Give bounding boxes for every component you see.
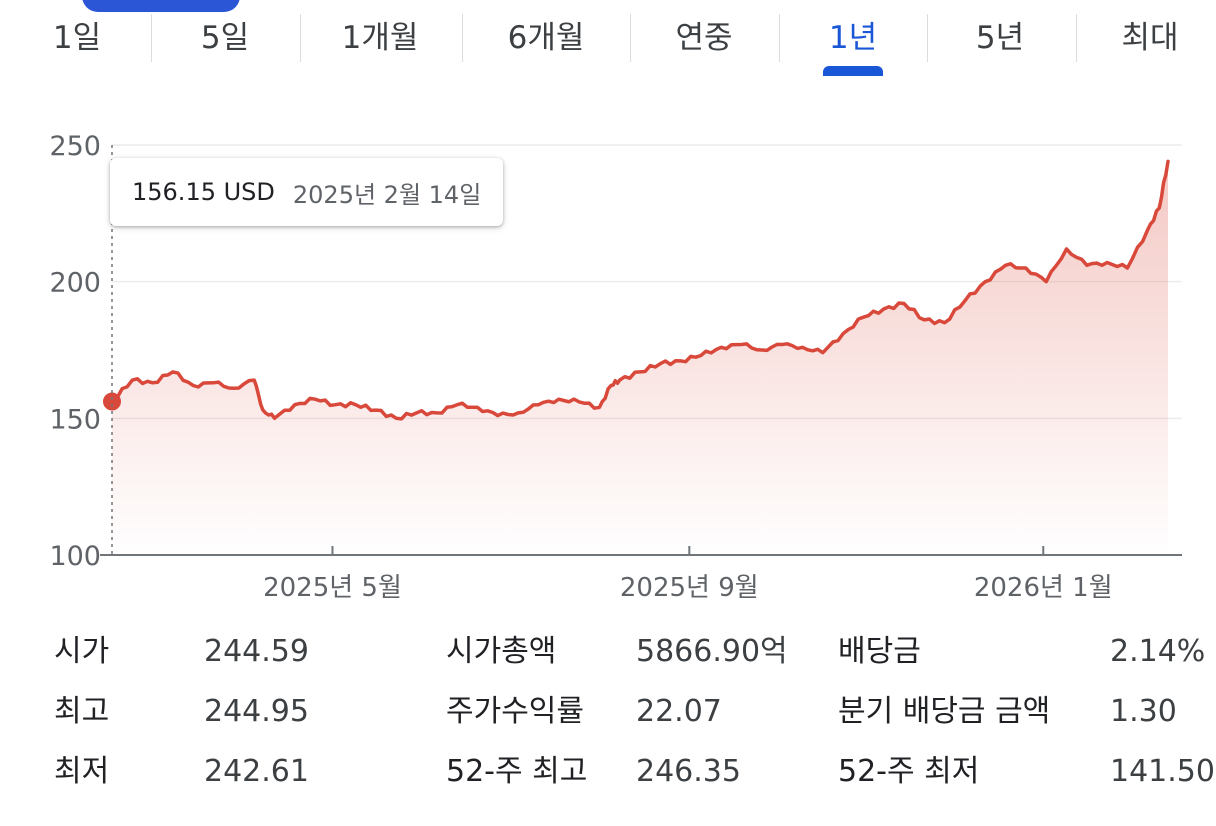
stat-label: 최고 (54, 694, 110, 729)
tab-divider (300, 14, 301, 62)
tab-divider (927, 14, 928, 62)
tab-divider (151, 14, 152, 62)
range-tab-label: 1일 (52, 20, 102, 56)
stat-value: 2.14% (1110, 634, 1206, 669)
stat-label: 52-주 최고 (446, 754, 588, 789)
range-tab-7[interactable]: 최대 (1080, 0, 1216, 80)
y-tick-label: 200 (49, 268, 101, 299)
range-tab-label: 1년 (828, 20, 878, 56)
range-tab-3[interactable]: 6개월 (476, 0, 616, 80)
x-tick-label: 2025년 9월 (620, 573, 759, 603)
chart-area-layer (103, 159, 1170, 555)
x-tick-label: 2025년 5월 (263, 573, 402, 603)
highlighted-point-marker (103, 392, 121, 411)
chart-labels: 100 150 200 250 2025년 5월 2025년 9월 2026년 1월 (49, 131, 1112, 603)
range-tab-label: 5일 (200, 20, 250, 56)
y-tick-label: 100 (49, 541, 101, 572)
range-tab-1[interactable]: 5일 (155, 0, 295, 80)
range-tab-4[interactable]: 연중 (634, 0, 774, 80)
x-tick-label: 2026년 1월 (974, 573, 1113, 603)
tab-divider (630, 14, 631, 62)
stat-label: 52-주 최저 (838, 754, 980, 789)
chart-tooltip: 156.15 USD 2025년 2월 14일 (110, 158, 504, 226)
tab-divider (1076, 14, 1077, 62)
range-tab-label: 최대 (1121, 20, 1179, 56)
range-tab-label: 1개월 (341, 20, 419, 56)
chart-axes (100, 145, 1182, 556)
tooltip-date: 2025년 2월 14일 (292, 180, 482, 209)
stat-label: 최저 (54, 754, 110, 789)
range-tab-label: 6개월 (507, 20, 585, 56)
stat-value: 141.50 (1110, 754, 1215, 789)
stat-value: 244.95 (204, 694, 309, 729)
range-tab-6[interactable]: 5년 (930, 0, 1070, 80)
range-tab-0[interactable]: 1일 (7, 0, 147, 80)
y-tick-label: 150 (49, 404, 101, 435)
stat-value: 1.30 (1110, 694, 1177, 729)
price-chart[interactable]: 100 150 200 250 2025년 5월 2025년 9월 2026년 1월 (0, 0, 1216, 626)
stat-value: 5866.90억 (636, 634, 788, 669)
range-tab-label: 5년 (975, 20, 1025, 56)
stat-value: 246.35 (636, 754, 741, 789)
stat-label: 분기 배당금 금액 (838, 694, 1051, 729)
stat-value: 22.07 (636, 694, 722, 729)
range-tab-5[interactable]: 1년 (783, 0, 923, 80)
range-tab-label: 연중 (675, 20, 733, 56)
tab-divider (779, 14, 780, 62)
series-line (110, 159, 1170, 421)
tooltip-price: 156.15 USD (132, 178, 275, 206)
selected-pill (82, 0, 240, 12)
stat-label: 주가수익률 (446, 694, 584, 729)
stat-value: 242.61 (204, 754, 309, 789)
y-tick-label: 250 (49, 131, 101, 162)
stat-value: 244.59 (204, 634, 309, 669)
stat-label: 시가총액 (446, 634, 557, 669)
stat-label: 시가 (54, 634, 110, 669)
tab-divider (462, 14, 463, 62)
range-tabs: 1일 5일 1개월 6개월 연중 1년 5년 최대 (0, 0, 1216, 80)
range-tab-2[interactable]: 1개월 (310, 0, 450, 80)
stat-label: 배당금 (838, 634, 921, 669)
series-area-fill (112, 161, 1168, 555)
active-tab-indicator (823, 66, 883, 76)
